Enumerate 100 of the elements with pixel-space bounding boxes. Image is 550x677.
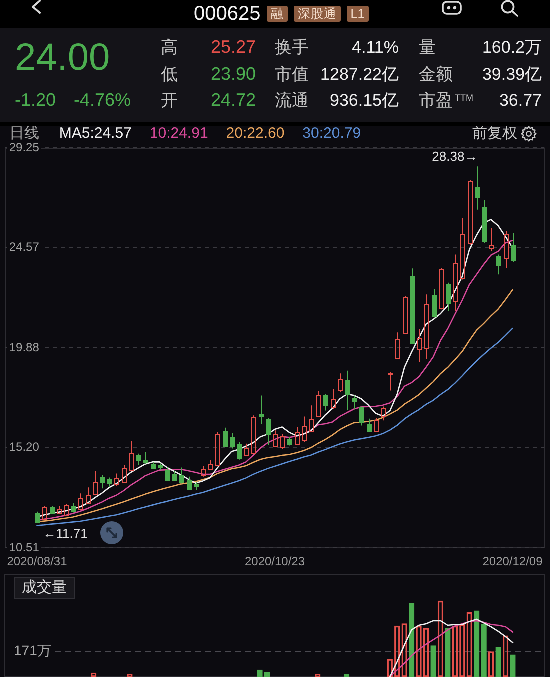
text: MA5:24.57 xyxy=(59,125,132,142)
candlestick xyxy=(453,254,458,312)
text: 开 xyxy=(161,90,178,112)
candlestick xyxy=(302,416,307,443)
text: 10:24.91 xyxy=(150,125,208,142)
candlestick xyxy=(93,470,98,496)
candlestick xyxy=(86,487,91,504)
candlestick xyxy=(309,405,314,433)
y-tick-label: 10.51 xyxy=(9,540,40,554)
candlestick xyxy=(266,418,271,446)
text: 000625 xyxy=(194,3,261,25)
bar xyxy=(430,646,436,677)
candlestick xyxy=(215,432,220,467)
candlestick xyxy=(432,289,437,318)
candlestick xyxy=(460,218,465,280)
candlestick xyxy=(331,388,336,410)
candlestick xyxy=(504,230,509,268)
candlestick xyxy=(496,254,501,276)
candlestick xyxy=(122,464,127,484)
x-tick-label: 2020/10/23 xyxy=(244,554,306,569)
bar xyxy=(510,654,516,677)
candlestick xyxy=(129,440,134,472)
text: 23.90 xyxy=(210,64,256,86)
y-tick-label: 15.20 xyxy=(9,440,40,454)
candlestick xyxy=(244,443,249,457)
annotation: ←11.71 xyxy=(43,526,88,541)
x-tick-label: 2020/12/09 xyxy=(482,554,544,569)
candlestick xyxy=(35,511,40,523)
candlestick xyxy=(151,462,156,470)
candlestick xyxy=(410,268,415,345)
text: 换手 xyxy=(275,38,309,58)
annotation: 28.38→ xyxy=(432,149,478,164)
candlestick xyxy=(367,418,372,433)
bar xyxy=(496,647,502,677)
text: 936.15亿 xyxy=(330,90,399,112)
candlestick xyxy=(194,482,199,491)
bar xyxy=(474,610,480,677)
candlestick xyxy=(352,395,357,410)
candlestick xyxy=(158,463,163,471)
candlestick xyxy=(136,453,141,466)
chart-subtitle: 前复权 xyxy=(472,125,518,142)
candlestick xyxy=(359,406,364,426)
candlestick xyxy=(475,166,480,210)
text: -1.20 xyxy=(15,90,56,112)
text: 4.11% xyxy=(352,38,399,58)
candlestick xyxy=(295,426,300,446)
candlestick xyxy=(316,390,321,418)
text: 深股通 xyxy=(298,7,337,21)
candlestick xyxy=(388,372,393,392)
candlestick xyxy=(439,267,444,310)
candlestick xyxy=(489,228,494,252)
candlestick xyxy=(323,394,328,412)
y-tick-label: 19.88 xyxy=(9,340,40,354)
candlestick xyxy=(208,460,213,470)
candlestick xyxy=(237,442,242,460)
text: 融 xyxy=(270,7,284,21)
bar xyxy=(445,628,451,677)
text: 25.27 xyxy=(210,37,256,59)
candlestick xyxy=(395,332,400,360)
candlestick xyxy=(223,427,228,448)
candlestick xyxy=(280,434,285,450)
candlestick xyxy=(374,418,379,433)
candlestick xyxy=(64,504,69,517)
candlestick xyxy=(511,232,516,263)
candlestick xyxy=(338,373,343,393)
y-tick-label: 29.25 xyxy=(9,140,40,154)
text: 30:20.79 xyxy=(302,125,362,142)
candlestick xyxy=(230,432,235,450)
candlestick xyxy=(287,436,292,446)
candlestick xyxy=(381,406,386,422)
candlestick xyxy=(468,180,473,246)
text: 低 xyxy=(161,64,178,86)
text: 160.2万 xyxy=(482,38,542,58)
candlestick xyxy=(172,470,177,482)
candlestick xyxy=(50,506,55,514)
candlestick xyxy=(417,328,422,364)
ref-line-label: 171万 xyxy=(14,642,52,658)
candlestick xyxy=(201,466,206,478)
candlestick xyxy=(259,395,264,424)
candlestick xyxy=(403,296,408,335)
text: 24.72 xyxy=(210,90,256,112)
candlestick xyxy=(187,476,192,491)
candlestick xyxy=(446,282,451,312)
text: 量 xyxy=(419,38,436,58)
candlestick xyxy=(78,493,83,510)
candlestick xyxy=(345,370,350,411)
chart-title: 成交量 xyxy=(22,579,67,597)
candlestick xyxy=(114,473,119,487)
text: -4.76% xyxy=(74,90,132,112)
candlestick xyxy=(165,467,170,481)
text: 39.39亿 xyxy=(482,64,542,86)
text: 1287.22亿 xyxy=(320,64,399,86)
candlestick xyxy=(143,452,148,465)
x-tick-label: 2020/08/31 xyxy=(7,554,68,569)
text: 36.77 xyxy=(499,90,542,112)
candlestick xyxy=(107,477,112,488)
y-tick-label: 24.57 xyxy=(9,240,40,254)
candlestick xyxy=(57,506,62,514)
candlestick xyxy=(424,294,429,360)
legend-title: 日线 xyxy=(9,125,40,142)
